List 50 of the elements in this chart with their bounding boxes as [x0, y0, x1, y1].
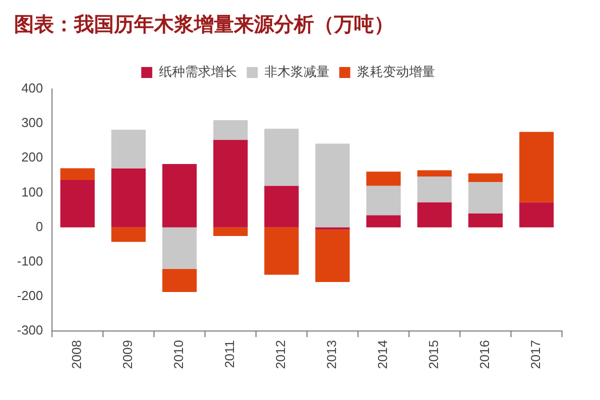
bar	[162, 268, 197, 292]
y-tick-label: 300	[21, 115, 44, 130]
bar	[60, 180, 95, 228]
bar	[213, 140, 248, 228]
y-tick-label: -200	[16, 288, 44, 304]
x-tick-label: 2017	[528, 340, 544, 369]
bar	[111, 227, 146, 242]
bar	[417, 176, 452, 202]
bar	[111, 168, 146, 228]
x-tick-label: 2009	[120, 340, 136, 369]
bar	[417, 170, 452, 176]
x-tick-label: 2016	[477, 340, 492, 369]
bar	[213, 120, 248, 140]
legend-label: 非木浆减量	[264, 64, 330, 80]
bar	[519, 132, 554, 202]
bar	[264, 128, 299, 186]
x-tick-label: 2010	[171, 340, 186, 369]
x-tick-label: 2014	[375, 340, 390, 369]
bar	[519, 202, 554, 228]
bar	[264, 186, 299, 228]
bar	[468, 214, 503, 228]
y-tick-label: 100	[21, 184, 44, 200]
bar	[468, 173, 503, 182]
x-tick-label: 2013	[324, 340, 340, 369]
bar	[162, 164, 197, 228]
bar	[162, 227, 197, 269]
x-tick-label: 2012	[273, 340, 288, 369]
y-tick-label: 400	[21, 80, 44, 96]
bar	[315, 227, 350, 230]
y-tick-label: -300	[16, 322, 44, 338]
bar	[213, 227, 248, 236]
bar	[366, 172, 401, 186]
legend-label: 纸种需求增长	[158, 64, 237, 80]
y-tick-label: -100	[16, 253, 44, 268]
y-tick-label: 0	[36, 218, 44, 234]
y-tick-label: 200	[21, 150, 44, 165]
bar	[60, 168, 95, 180]
x-tick-label: 2008	[69, 340, 84, 369]
bar	[468, 182, 503, 214]
bar	[366, 186, 401, 216]
bar	[417, 202, 452, 228]
bar	[315, 230, 350, 282]
x-tick-label: 2011	[222, 340, 238, 368]
bar	[366, 215, 401, 228]
bar	[111, 130, 146, 169]
bar	[315, 144, 350, 228]
legend-label: 浆耗变动增量	[356, 64, 435, 80]
bar	[264, 227, 299, 275]
chart-title: 图表：我国历年木浆增量来源分析（万吨）	[14, 12, 394, 36]
x-tick-label: 2015	[426, 340, 442, 369]
